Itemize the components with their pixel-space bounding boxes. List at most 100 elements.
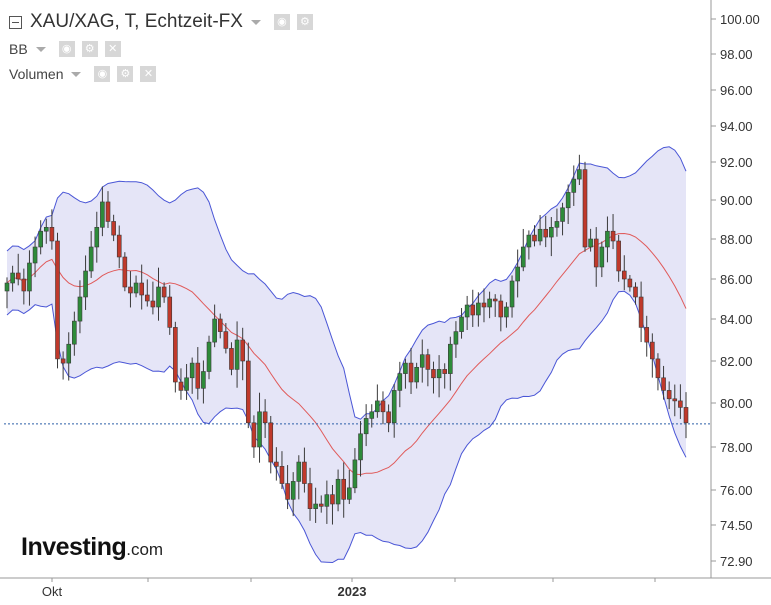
candle	[487, 291, 492, 319]
candle	[184, 364, 189, 400]
y-tick-label: 94.00	[720, 119, 753, 134]
chevron-down-icon[interactable]	[35, 46, 46, 52]
y-tick-label: 86.00	[720, 272, 753, 287]
candle	[139, 264, 144, 310]
candle	[178, 368, 184, 400]
candle	[605, 216, 610, 263]
visibility-icon[interactable]: ◉	[94, 66, 111, 82]
candle	[156, 267, 161, 321]
candle	[285, 465, 290, 510]
candle	[397, 361, 403, 408]
candle	[128, 271, 133, 308]
candle	[330, 484, 335, 525]
candle	[15, 253, 21, 286]
candle	[560, 202, 565, 236]
bollinger-lower-line	[6, 290, 687, 564]
gear-icon[interactable]: ⚙	[81, 41, 98, 57]
candle	[453, 321, 459, 358]
candle	[72, 311, 77, 356]
candle	[195, 347, 201, 400]
candle	[661, 365, 666, 400]
candle	[549, 217, 554, 257]
candle	[66, 332, 72, 381]
candle	[290, 472, 296, 517]
indicator-bb: BB ◉ ⚙ ✕	[9, 41, 121, 57]
candle	[599, 241, 605, 278]
bollinger-band-area	[7, 146, 686, 563]
candle	[672, 384, 678, 417]
candle	[4, 277, 10, 309]
chart-title: XAU/XAG, T, Echtzeit-FX	[30, 11, 243, 32]
close-icon[interactable]: ✕	[140, 66, 157, 82]
candle	[358, 421, 363, 477]
candle	[296, 455, 302, 500]
candle	[537, 215, 543, 246]
candle	[621, 255, 627, 291]
gear-icon[interactable]: ⚙	[296, 14, 313, 30]
candle	[206, 335, 212, 380]
candle	[60, 351, 66, 380]
candle	[498, 294, 504, 332]
candle	[43, 218, 49, 244]
candle	[122, 252, 128, 292]
candle	[32, 236, 38, 278]
chevron-down-icon[interactable]	[250, 19, 261, 25]
candle	[21, 268, 27, 305]
candle	[470, 289, 476, 327]
candle	[161, 282, 167, 303]
collapse-icon[interactable]	[9, 15, 22, 29]
candle	[257, 392, 262, 463]
gear-icon[interactable]: ⚙	[117, 66, 134, 82]
candle	[240, 327, 245, 381]
y-tick-label: 88.00	[720, 232, 753, 247]
candle	[279, 451, 285, 490]
candle	[588, 228, 593, 252]
candle	[10, 265, 15, 292]
y-tick-label: 98.00	[720, 47, 753, 62]
candle	[492, 294, 498, 317]
candle	[419, 339, 425, 383]
close-icon[interactable]: ✕	[104, 41, 121, 57]
y-tick-label: 96.00	[720, 83, 753, 98]
candle	[526, 230, 532, 260]
chevron-down-icon[interactable]	[71, 71, 82, 77]
candle	[577, 154, 582, 186]
candle	[515, 249, 520, 298]
candle	[369, 404, 375, 428]
candle	[173, 321, 178, 393]
candle	[189, 357, 195, 394]
candle	[375, 384, 380, 418]
candle	[335, 469, 341, 512]
candle	[49, 209, 55, 250]
candle	[55, 232, 60, 369]
candle	[425, 348, 431, 387]
bollinger-middle-line	[6, 232, 687, 476]
x-tick-label: 2023	[338, 584, 367, 599]
candle	[666, 381, 672, 410]
candle	[363, 404, 369, 447]
candles	[4, 154, 689, 525]
indicator-label: BB	[9, 41, 28, 57]
visibility-icon[interactable]: ◉	[58, 41, 75, 57]
candle	[268, 415, 274, 474]
candle	[391, 383, 397, 438]
candle	[683, 392, 689, 439]
candle	[223, 323, 229, 354]
candle	[347, 469, 352, 505]
candle	[234, 321, 240, 388]
candle	[509, 275, 515, 318]
candle	[167, 285, 173, 335]
y-tick-label: 74.50	[720, 518, 753, 533]
candle	[94, 211, 100, 263]
candle	[245, 342, 251, 429]
candle	[302, 447, 307, 493]
candle	[448, 336, 453, 391]
candle	[307, 467, 313, 521]
y-tick-label: 80.00	[720, 396, 753, 411]
candle	[678, 384, 683, 419]
visibility-icon[interactable]: ◉	[273, 14, 290, 30]
candle	[571, 165, 577, 206]
candle	[386, 404, 391, 433]
